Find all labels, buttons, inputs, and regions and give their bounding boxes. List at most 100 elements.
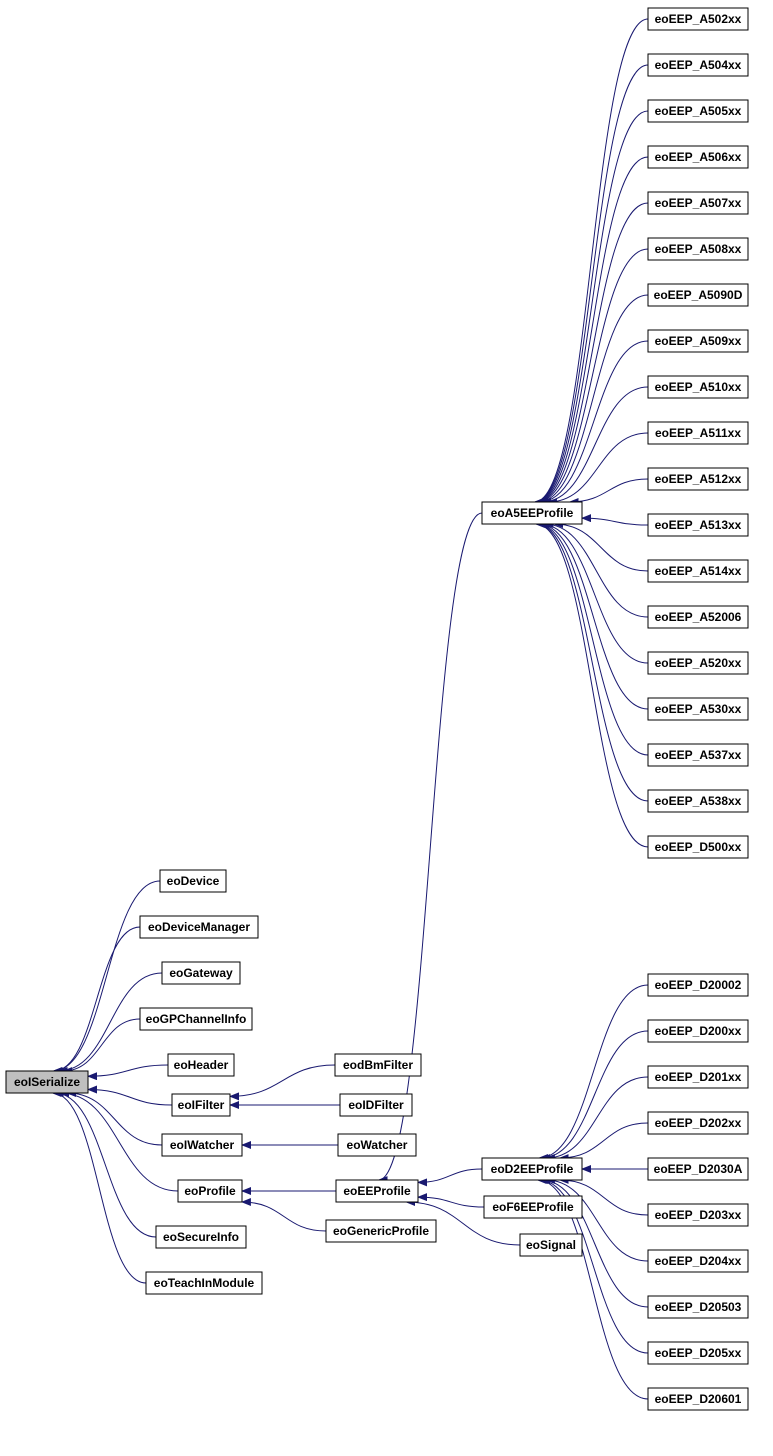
node-label-eoEEP_D204xx: eoEEP_D204xx [655, 1254, 742, 1268]
edge-eoEEP_D200xx-to-eoD2EEProfile [541, 1031, 648, 1158]
diagram-svg: eoISerialize eoDevice eoDeviceManager eoGat… [0, 0, 773, 1456]
node-eoEEP_D202xx[interactable]: eoEEP_D202xx [648, 1112, 748, 1134]
node-label-eoGenericProfile: eoGenericProfile [333, 1224, 429, 1238]
node-eoSecureInfo[interactable]: eoSecureInfo [156, 1226, 246, 1248]
node-eoEEP_A506xx[interactable]: eoEEP_A506xx [648, 146, 748, 168]
node-label-eoHeader: eoHeader [174, 1058, 229, 1072]
node-label-eoSecureInfo: eoSecureInfo [163, 1230, 239, 1244]
edge-eoProfile-to-eoISerialize [60, 1093, 178, 1191]
node-eoIDFilter[interactable]: eoIDFilter [340, 1094, 412, 1116]
node-eoEEP_A537xx[interactable]: eoEEP_A537xx [648, 744, 748, 766]
node-eoGPChannelInfo[interactable]: eoGPChannelInfo [140, 1008, 252, 1030]
node-eoEEP_D2030A[interactable]: eoEEP_D2030A [648, 1158, 748, 1180]
edge-eoEEP_A507xx-to-eoA5EEProfile [536, 203, 648, 502]
node-eoGateway[interactable]: eoGateway [162, 962, 240, 984]
node-eoProfile[interactable]: eoProfile [178, 1180, 242, 1202]
node-eoHeader[interactable]: eoHeader [168, 1054, 234, 1076]
node-eoEEP_A530xx[interactable]: eoEEP_A530xx [648, 698, 748, 720]
node-label-eoGateway: eoGateway [169, 966, 233, 980]
node-label-eoEEP_A502xx: eoEEP_A502xx [655, 12, 742, 26]
node-label-eoEEP_A537xx: eoEEP_A537xx [655, 748, 742, 762]
node-label-eoISerialize: eoISerialize [14, 1075, 80, 1089]
node-eoIFilter[interactable]: eoIFilter [172, 1094, 230, 1116]
node-label-eoGPChannelInfo: eoGPChannelInfo [146, 1012, 247, 1026]
node-label-eoIDFilter: eoIDFilter [348, 1098, 404, 1112]
node-eoA5EEProfile[interactable]: eoA5EEProfile [482, 502, 582, 524]
node-label-eoTeachInModule: eoTeachInModule [154, 1276, 255, 1290]
edge-eoEEP_A510xx-to-eoA5EEProfile [542, 387, 648, 502]
node-label-eoEEP_D202xx: eoEEP_D202xx [655, 1116, 742, 1130]
node-eoEEP_D200xx[interactable]: eoEEP_D200xx [648, 1020, 748, 1042]
node-eoGenericProfile[interactable]: eoGenericProfile [326, 1220, 436, 1242]
node-label-eoD2EEProfile: eoD2EEProfile [491, 1162, 574, 1176]
node-label-eoA5EEProfile: eoA5EEProfile [491, 506, 574, 520]
node-eoEEP_D500xx[interactable]: eoEEP_D500xx [648, 836, 748, 858]
node-eoEEP_A5090D[interactable]: eoEEP_A5090D [648, 284, 748, 306]
node-label-eoEEP_D20002: eoEEP_D20002 [655, 978, 742, 992]
edge-eoIWatcher-to-eoISerialize [67, 1093, 162, 1145]
node-eoEEP_D203xx[interactable]: eoEEP_D203xx [648, 1204, 748, 1226]
node-eoDeviceManager[interactable]: eoDeviceManager [140, 916, 258, 938]
node-label-eoEEP_A513xx: eoEEP_A513xx [655, 518, 742, 532]
node-label-eoDevice: eoDevice [167, 874, 220, 888]
node-eoEEP_A507xx[interactable]: eoEEP_A507xx [648, 192, 748, 214]
node-eoEEProfile[interactable]: eoEEProfile [336, 1180, 418, 1202]
node-label-eoEEP_A512xx: eoEEP_A512xx [655, 472, 742, 486]
node-eoISerialize[interactable]: eoISerialize [6, 1071, 88, 1093]
edge-eoEEP_A530xx-to-eoA5EEProfile [539, 524, 648, 709]
node-eoD2EEProfile[interactable]: eoD2EEProfile [482, 1158, 582, 1180]
node-eoEEP_A504xx[interactable]: eoEEP_A504xx [648, 54, 748, 76]
node-label-eoEEProfile: eoEEProfile [343, 1184, 411, 1198]
edge-eoEEP_D20002-to-eoD2EEProfile [539, 985, 648, 1158]
edge-eoEEP_A512xx-to-eoA5EEProfile [570, 479, 648, 502]
node-eoEEP_A509xx[interactable]: eoEEP_A509xx [648, 330, 748, 352]
node-label-eoProfile: eoProfile [184, 1184, 236, 1198]
node-label-eodBmFilter: eodBmFilter [343, 1058, 413, 1072]
node-eoTeachInModule[interactable]: eoTeachInModule [146, 1272, 262, 1294]
edge-eoEEP_A520xx-to-eoA5EEProfile [541, 524, 648, 663]
node-eoEEP_D20601[interactable]: eoEEP_D20601 [648, 1388, 748, 1410]
node-eoIWatcher[interactable]: eoIWatcher [162, 1134, 242, 1156]
node-eoEEP_D204xx[interactable]: eoEEP_D204xx [648, 1250, 748, 1272]
node-label-eoEEP_D2030A: eoEEP_D2030A [654, 1162, 743, 1176]
node-eoEEP_A505xx[interactable]: eoEEP_A505xx [648, 100, 748, 122]
node-eoEEP_A520xx[interactable]: eoEEP_A520xx [648, 652, 748, 674]
edge-eoEEP_A538xx-to-eoA5EEProfile [536, 524, 648, 801]
node-eoEEP_A538xx[interactable]: eoEEP_A538xx [648, 790, 748, 812]
edge-eoGPChannelInfo-to-eoISerialize [63, 1019, 140, 1071]
edge-eoF6EEProfile-to-eoEEProfile [418, 1197, 484, 1207]
edge-eoEEP_A5090D-to-eoA5EEProfile [538, 295, 648, 502]
edge-eoTeachInModule-to-eoISerialize [52, 1093, 146, 1283]
node-label-eoEEP_A507xx: eoEEP_A507xx [655, 196, 742, 210]
node-label-eoEEP_A508xx: eoEEP_A508xx [655, 242, 742, 256]
node-label-eoEEP_A530xx: eoEEP_A530xx [655, 702, 742, 716]
node-eoEEP_D201xx[interactable]: eoEEP_D201xx [648, 1066, 748, 1088]
node-label-eoIWatcher: eoIWatcher [170, 1138, 235, 1152]
edge-eoDeviceManager-to-eoISerialize [54, 927, 140, 1071]
node-eoSignal[interactable]: eoSignal [520, 1234, 582, 1256]
node-eoDevice[interactable]: eoDevice [160, 870, 226, 892]
edge-eodBmFilter-to-eoIFilter [230, 1065, 335, 1096]
node-eoEEP_D205xx[interactable]: eoEEP_D205xx [648, 1342, 748, 1364]
edge-eoA5EEProfile-to-eoEEProfile [379, 513, 482, 1180]
node-eoEEP_A513xx[interactable]: eoEEP_A513xx [648, 514, 748, 536]
node-label-eoEEP_A520xx: eoEEP_A520xx [655, 656, 742, 670]
node-label-eoEEP_D200xx: eoEEP_D200xx [655, 1024, 742, 1038]
node-eoEEP_A510xx[interactable]: eoEEP_A510xx [648, 376, 748, 398]
edge-eoSecureInfo-to-eoISerialize [55, 1093, 156, 1237]
node-eoWatcher[interactable]: eoWatcher [338, 1134, 416, 1156]
node-eoEEP_A502xx[interactable]: eoEEP_A502xx [648, 8, 748, 30]
node-label-eoEEP_D205xx: eoEEP_D205xx [655, 1346, 742, 1360]
node-eoEEP_A512xx[interactable]: eoEEP_A512xx [648, 468, 748, 490]
node-eoEEP_A52006[interactable]: eoEEP_A52006 [648, 606, 748, 628]
node-eoEEP_D20503[interactable]: eoEEP_D20503 [648, 1296, 748, 1318]
node-eoEEP_D20002[interactable]: eoEEP_D20002 [648, 974, 748, 996]
node-eoEEP_A508xx[interactable]: eoEEP_A508xx [648, 238, 748, 260]
node-eoF6EEProfile[interactable]: eoF6EEProfile [484, 1196, 582, 1218]
node-eoEEP_A511xx[interactable]: eoEEP_A511xx [648, 422, 748, 444]
node-eodBmFilter[interactable]: eodBmFilter [335, 1054, 421, 1076]
edge-eoGenericProfile-to-eoProfile [242, 1202, 326, 1231]
node-eoEEP_A514xx[interactable]: eoEEP_A514xx [648, 560, 748, 582]
node-label-eoEEP_A506xx: eoEEP_A506xx [655, 150, 742, 164]
node-label-eoEEP_A510xx: eoEEP_A510xx [655, 380, 742, 394]
